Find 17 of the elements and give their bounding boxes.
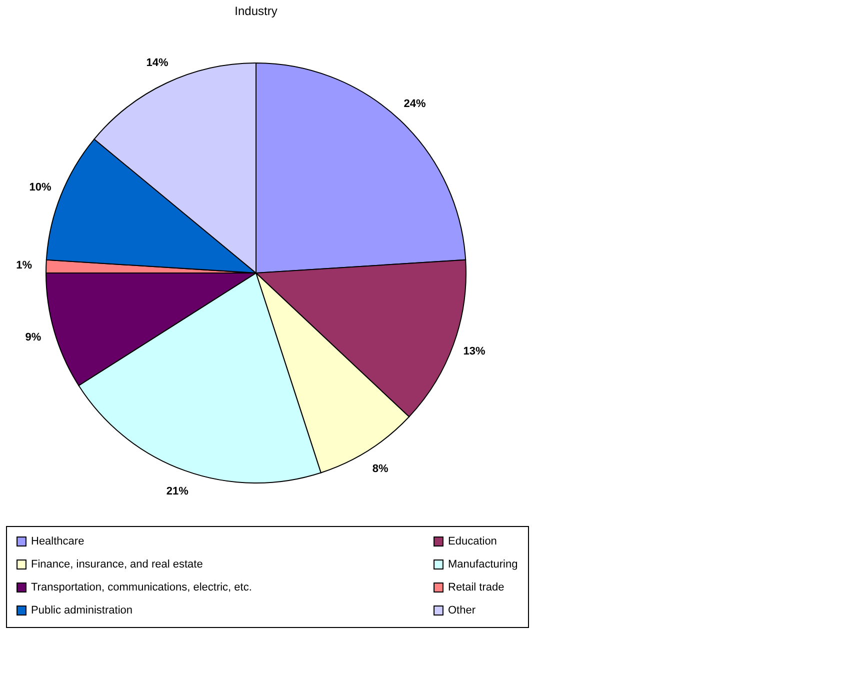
data-label: 21% xyxy=(166,485,189,498)
data-label: 13% xyxy=(463,346,486,358)
data-label: 14% xyxy=(146,57,168,70)
chart-title: Industry xyxy=(234,4,278,18)
data-label: 1% xyxy=(16,260,32,272)
legend-label: Retail trade xyxy=(448,582,504,594)
data-label: 8% xyxy=(372,462,388,475)
legend-label: Healthcare xyxy=(31,536,84,548)
legend-label: Other xyxy=(448,604,476,616)
legend-label: Manufacturing xyxy=(448,558,518,570)
data-label: 9% xyxy=(25,332,42,344)
legend-label: Education xyxy=(448,536,497,548)
data-label: 10% xyxy=(29,182,52,194)
legend-label: Transportation, communications, electric, etc. xyxy=(31,582,252,594)
data-label: 24% xyxy=(404,98,426,110)
legend-label: Public administration xyxy=(31,604,132,616)
legend-label: Finance, insurance, and real estate xyxy=(31,558,203,570)
